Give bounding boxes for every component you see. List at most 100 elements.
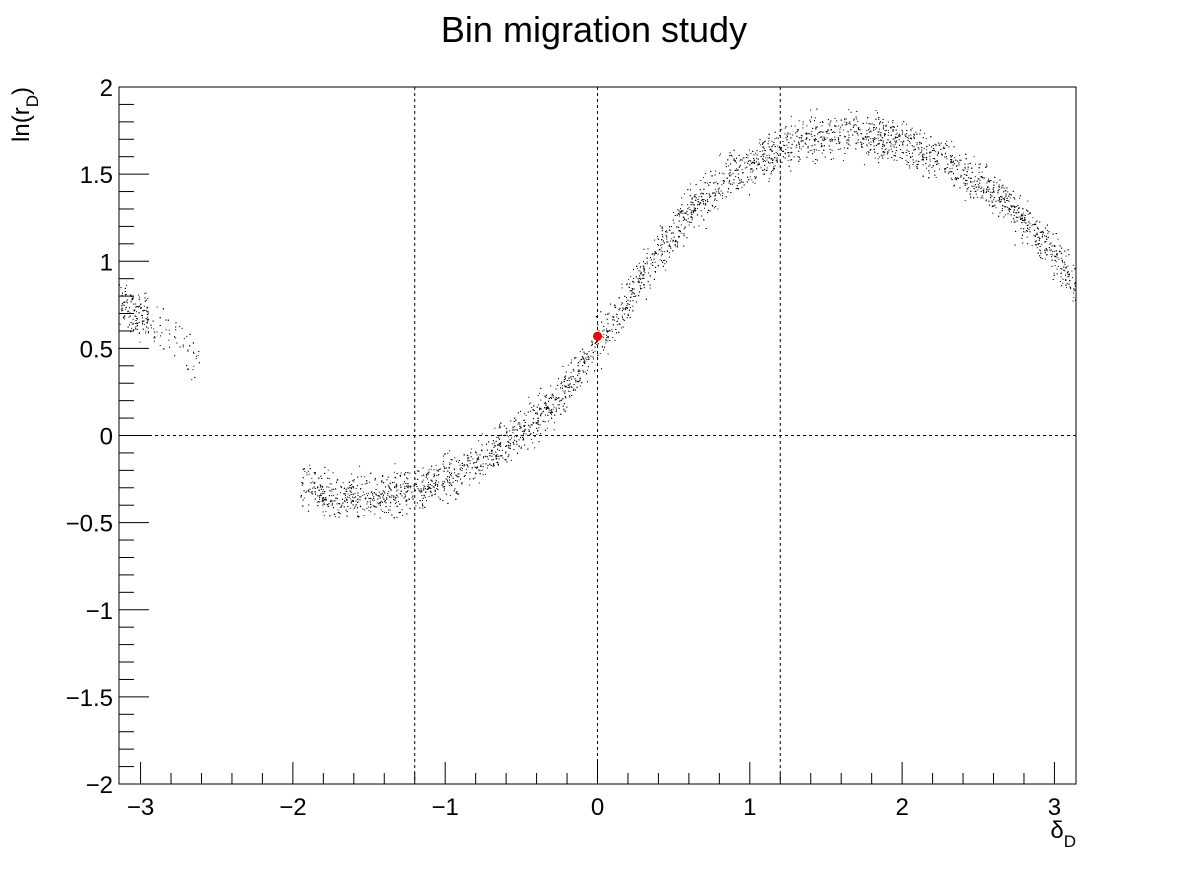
scatter-point [643,270,645,272]
scatter-point [929,164,931,166]
scatter-point [895,136,897,138]
scatter-point [618,297,620,299]
scatter-point [877,112,878,114]
scatter-point [1044,258,1046,260]
scatter-point [834,136,836,138]
scatter-point [950,177,952,179]
scatter-point [396,490,398,492]
scatter-point [729,155,731,157]
scatter-point [908,150,910,152]
scatter-point [991,195,993,197]
scatter-point [552,404,554,406]
scatter-point [869,123,871,125]
scatter-point [779,146,781,148]
scatter-point [1030,212,1031,214]
scatter-point [499,424,501,426]
scatter-point [877,143,879,145]
scatter-point [753,158,755,159]
scatter-point [431,465,433,467]
scatter-point [989,204,990,206]
scatter-point [445,493,447,495]
scatter-point [750,160,752,162]
scatter-point [145,332,146,334]
scatter-point [916,142,918,144]
scatter-point [877,137,879,139]
scatter-point [790,170,792,172]
scatter-point [732,183,733,185]
scatter-point [546,406,548,408]
scatter-point [822,138,824,140]
scatter-point [814,144,816,146]
scatter-point [969,177,971,179]
scatter-point [513,449,515,450]
scatter-point [314,482,316,484]
scatter-point [317,501,319,503]
scatter-point [401,509,403,511]
scatter-point [436,488,438,489]
scatter-point [684,213,686,214]
scatter-point [916,166,918,168]
scatter-point [573,370,575,372]
scatter-point [380,509,382,511]
scatter-point [519,425,521,427]
scatter-point [629,290,631,292]
scatter-point [431,480,433,482]
scatter-point [130,301,132,303]
scatter-point [978,163,980,165]
scatter-point [523,413,525,415]
scatter-point [739,182,741,184]
scatter-point [557,398,559,399]
scatter-point [1029,223,1031,225]
scatter-point [669,229,671,231]
scatter-point [661,260,662,262]
scatter-point [660,244,662,246]
scatter-point [661,234,663,236]
scatter-point [1039,255,1041,257]
scatter-point [319,486,321,488]
scatter-point [123,317,125,319]
scatter-point [187,349,189,351]
scatter-point [646,263,648,265]
scatter-point [584,362,586,363]
scatter-point [816,126,818,128]
scatter-point [138,332,140,334]
scatter-point [991,200,993,202]
scatter-point [830,152,832,154]
scatter-point [776,137,778,139]
scatter-point [1024,217,1026,219]
scatter-point [306,474,308,476]
scatter-point [762,158,764,160]
scatter-point [768,181,770,182]
scatter-point [829,122,831,124]
scatter-point [430,488,432,489]
scatter-point [786,134,788,136]
scatter-point [857,139,859,141]
scatter-point [744,167,746,169]
scatter-point [811,131,813,132]
scatter-point [529,403,530,405]
scatter-point [466,464,468,466]
scatter-point [633,296,635,297]
scatter-point [403,497,405,499]
scatter-point [1067,276,1069,278]
scatter-point [323,504,325,505]
reference-lines [119,87,1076,784]
scatter-point [473,462,475,464]
scatter-point [703,203,705,205]
scatter-point [308,504,310,506]
scatter-point [404,496,406,498]
scatter-point [1041,257,1043,259]
scatter-point [797,129,799,131]
scatter-point [579,379,581,381]
scatter-point [664,251,666,253]
scatter-point [998,185,1000,187]
scatter-point [832,131,834,133]
scatter-point [507,456,509,458]
scatter-point [401,495,403,497]
scatter-point [632,280,634,282]
scatter-point [823,136,825,138]
scatter-point [877,153,879,155]
scatter-point [997,200,999,202]
scatter-point [393,481,395,483]
scatter-point [747,154,749,156]
